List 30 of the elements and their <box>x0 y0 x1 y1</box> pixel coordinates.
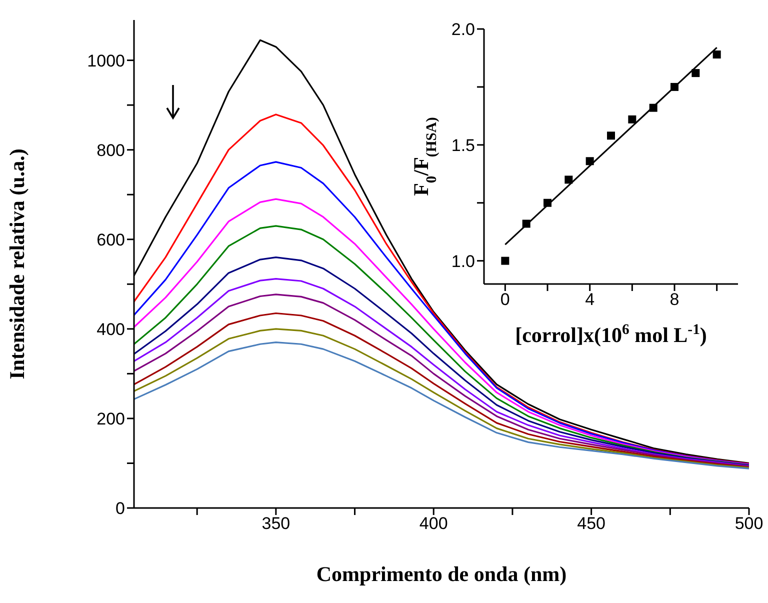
point <box>501 256 510 265</box>
y-tick-label: 2.0 <box>451 20 475 40</box>
y-tick-label: 400 <box>96 320 125 339</box>
point <box>564 176 573 184</box>
x-axis-title: [corrol]x(10$^{6}$ mol L$^{-1}$) <box>515 322 707 347</box>
y-tick-label: 600 <box>96 230 125 250</box>
y-tick-label: 1000 <box>87 51 125 70</box>
y-tick-label: 800 <box>96 140 125 160</box>
point <box>544 198 552 207</box>
x-tick-label: 500 <box>734 514 764 534</box>
y-axis-title: Intensidade relativa (u.a.) <box>5 148 29 380</box>
point <box>607 132 615 140</box>
point <box>628 115 636 124</box>
x-tick-label: 4 <box>585 290 595 310</box>
x-tick-label: 0 <box>500 290 510 310</box>
x-tick-label: 8 <box>670 290 680 310</box>
point <box>670 82 678 91</box>
point <box>692 69 700 78</box>
y-tick-label: 1.5 <box>451 136 475 155</box>
point <box>522 220 530 228</box>
x-tick-label: 400 <box>419 514 448 534</box>
y-tick-label: 0 <box>116 499 125 518</box>
point <box>586 157 594 166</box>
y-tick-label: 200 <box>96 409 125 428</box>
x-tick-label: 350 <box>262 514 290 534</box>
point <box>649 104 658 112</box>
point <box>712 50 721 58</box>
x-tick-label: 450 <box>577 514 606 534</box>
x-axis-title: Comprimento de onda (nm) <box>316 562 567 586</box>
y-tick-label: 1.0 <box>451 252 475 271</box>
